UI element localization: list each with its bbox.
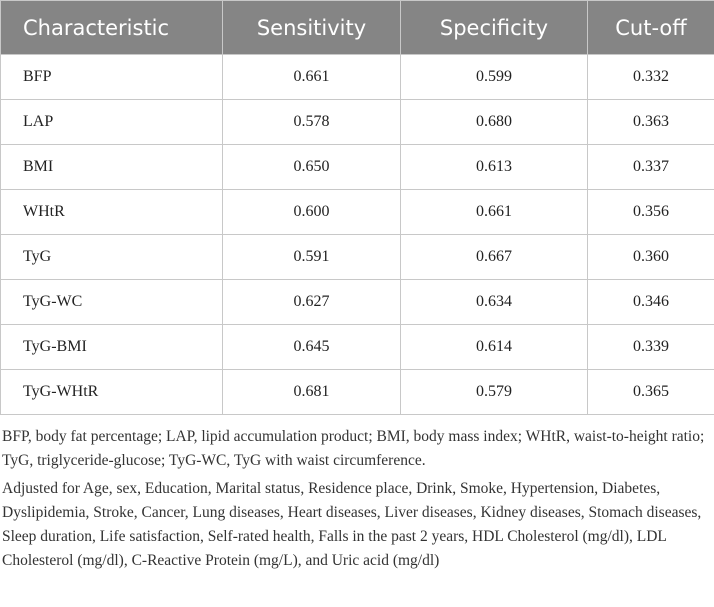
footnote: BFP, body fat percentage; LAP, lipid acc…: [2, 428, 705, 469]
table-cell: 0.645: [222, 324, 401, 370]
table-cell: 0.365: [587, 369, 714, 415]
header-cell: Characteristic: [0, 0, 223, 55]
table-row: TyG 0.591 0.667 0.360: [0, 234, 714, 280]
footnote: Adjusted for Age, sex, Education, Marita…: [2, 480, 702, 569]
row-label: TyG-WC: [0, 279, 223, 325]
table-cell: 0.360: [587, 234, 714, 280]
table-cell: 0.363: [587, 99, 714, 145]
table-row: TyG-WC 0.627 0.634 0.346: [0, 279, 714, 325]
header-cell: Specificity: [400, 0, 588, 55]
table-cell: 0.680: [400, 99, 588, 145]
table-body: BFP 0.661 0.599 0.332 LAP 0.578 0.680 0.363 BMI 0…: [0, 54, 714, 415]
data-table: Characteristic Sensitivity Specificity Cut-…: [0, 0, 714, 415]
table-cell: 0.339: [587, 324, 714, 370]
table-cell: 0.667: [400, 234, 588, 280]
header-cell: Sensitivity: [222, 0, 401, 55]
table-cell: 0.578: [222, 99, 401, 145]
row-label: BMI: [0, 144, 223, 190]
table-cell: 0.681: [222, 369, 401, 415]
footnotes: BFP, body fat percentage; LAP, lipid acc…: [0, 415, 714, 573]
table-cell: 0.661: [400, 189, 588, 235]
header-row: Characteristic Sensitivity Specificity Cut-…: [0, 0, 714, 55]
table-cell: 0.356: [587, 189, 714, 235]
table-row: LAP 0.578 0.680 0.363: [0, 99, 714, 145]
table-cell: 0.614: [400, 324, 588, 370]
table-row: TyG-WHtR 0.681 0.579 0.365: [0, 369, 714, 415]
row-label: WHtR: [0, 189, 223, 235]
table-cell: 0.332: [587, 54, 714, 100]
table-cell: 0.661: [222, 54, 401, 100]
table-row: BFP 0.661 0.599 0.332: [0, 54, 714, 100]
row-label: BFP: [0, 54, 223, 100]
table-row: BMI 0.650 0.613 0.337: [0, 144, 714, 190]
table-cell: 0.600: [222, 189, 401, 235]
table-cell: 0.650: [222, 144, 401, 190]
table-cell: 0.613: [400, 144, 588, 190]
table-row: WHtR 0.600 0.661 0.356: [0, 189, 714, 235]
row-label: TyG-WHtR: [0, 369, 223, 415]
header-cell: Cut-off: [587, 0, 714, 55]
row-label: TyG-BMI: [0, 324, 223, 370]
row-label: LAP: [0, 99, 223, 145]
table-cell: 0.591: [222, 234, 401, 280]
table-cell: 0.337: [587, 144, 714, 190]
table-cell: 0.346: [587, 279, 714, 325]
row-label: TyG: [0, 234, 223, 280]
table-cell: 0.627: [222, 279, 401, 325]
table-cell: 0.579: [400, 369, 588, 415]
table-cell: 0.599: [400, 54, 588, 100]
table-row: TyG-BMI 0.645 0.614 0.339: [0, 324, 714, 370]
table-cell: 0.634: [400, 279, 588, 325]
